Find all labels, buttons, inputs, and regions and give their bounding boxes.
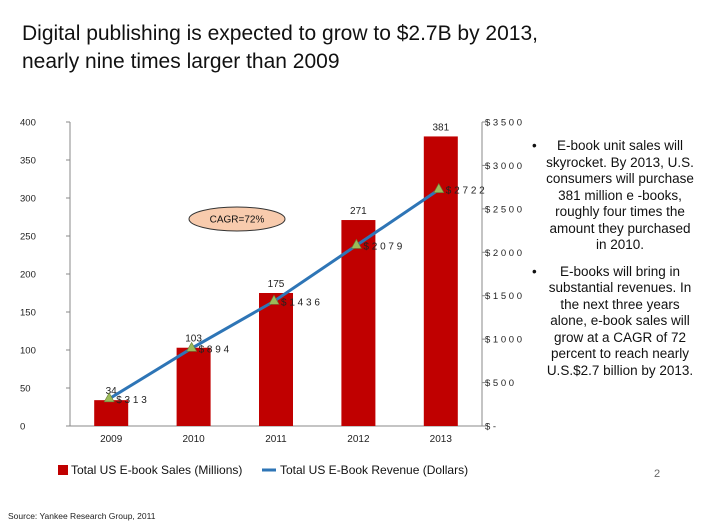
revenue-marker-2011 <box>268 294 280 305</box>
y-left-tick-label: 250 <box>20 232 36 243</box>
revenue-value-label: $ 1 4 3 6 <box>281 297 320 308</box>
x-tick-label: 2009 <box>100 434 123 445</box>
bar-value-label: 271 <box>350 206 367 217</box>
revenue-marker-2010 <box>186 341 198 352</box>
slide-title: Digital publishing is expected to grow t… <box>22 20 662 76</box>
y-right-tick-label: $ 5 0 0 <box>485 378 514 389</box>
cagr-annotation-bubble <box>188 206 286 232</box>
revenue-value-label: $ 3 1 3 <box>116 395 147 406</box>
y-right-tick-label: $ - <box>485 422 496 433</box>
legend-swatch-sales <box>58 465 68 475</box>
y-left-tick-label: 400 <box>20 118 36 129</box>
bullet-unit-sales: E-book unit sales will skyrocket. By 201… <box>532 138 694 254</box>
y-right-tick-label: $ 2 0 0 0 <box>485 248 522 259</box>
bullet-list: E-book unit sales will skyrocket. By 201… <box>532 138 694 389</box>
bar-2013 <box>423 136 458 426</box>
bar-value-label: 103 <box>185 334 202 345</box>
revenue-value-label: $ 2 7 2 2 <box>446 186 485 197</box>
revenue-marker-2013 <box>433 182 445 193</box>
y-right-tick-label: $ 1 5 0 0 <box>485 291 522 302</box>
revenue-marker-2009 <box>103 392 115 403</box>
cagr-annotation-text: CAGR=72% <box>210 215 265 226</box>
y-right-tick-label: $ 3 5 0 0 <box>485 118 522 129</box>
title-line-1: Digital publishing is expected to grow t… <box>22 22 538 45</box>
bar-2011 <box>259 293 293 426</box>
y-right-tick-label: $ 1 0 0 0 <box>485 335 522 346</box>
x-tick-label: 2012 <box>347 434 370 445</box>
y-left-tick-label: 100 <box>20 346 36 357</box>
bullet-revenues: E-books will bring in substantial revenu… <box>532 264 694 380</box>
y-left-tick-label: 50 <box>20 384 31 395</box>
revenue-value-label: $ 8 9 4 <box>199 344 230 355</box>
source-note: Source: Yankee Research Group, 2011 <box>8 511 156 521</box>
y-right-tick-label: $ 3 0 0 0 <box>485 161 522 172</box>
y-right-tick-label: $ 2 5 0 0 <box>485 204 522 215</box>
x-tick-label: 2013 <box>430 434 453 445</box>
y-left-tick-label: 300 <box>20 194 36 205</box>
legend-label-sales: Total US E-book Sales (Millions) <box>71 463 242 477</box>
bar-2009 <box>94 400 129 426</box>
bar-value-label: 381 <box>432 122 449 133</box>
x-tick-label: 2011 <box>265 434 287 445</box>
bar-value-label: 175 <box>268 279 285 290</box>
page-number: 2 <box>654 468 661 480</box>
y-left-tick-label: 0 <box>20 422 25 433</box>
y-left-tick-label: 350 <box>20 156 36 167</box>
y-left-tick-label: 150 <box>20 308 36 319</box>
revenue-marker-2012 <box>350 238 362 249</box>
revenue-value-label: $ 2 0 7 9 <box>363 241 402 252</box>
y-left-tick-label: 200 <box>20 270 36 281</box>
bar-2012 <box>341 220 376 426</box>
title-line-2: nearly nine times larger than 2009 <box>22 50 340 73</box>
legend-label-revenue: Total US E-Book Revenue (Dollars) <box>280 463 468 477</box>
bar-2010 <box>176 347 211 426</box>
bar-value-label: 34 <box>106 386 118 397</box>
x-tick-label: 2010 <box>182 434 205 445</box>
